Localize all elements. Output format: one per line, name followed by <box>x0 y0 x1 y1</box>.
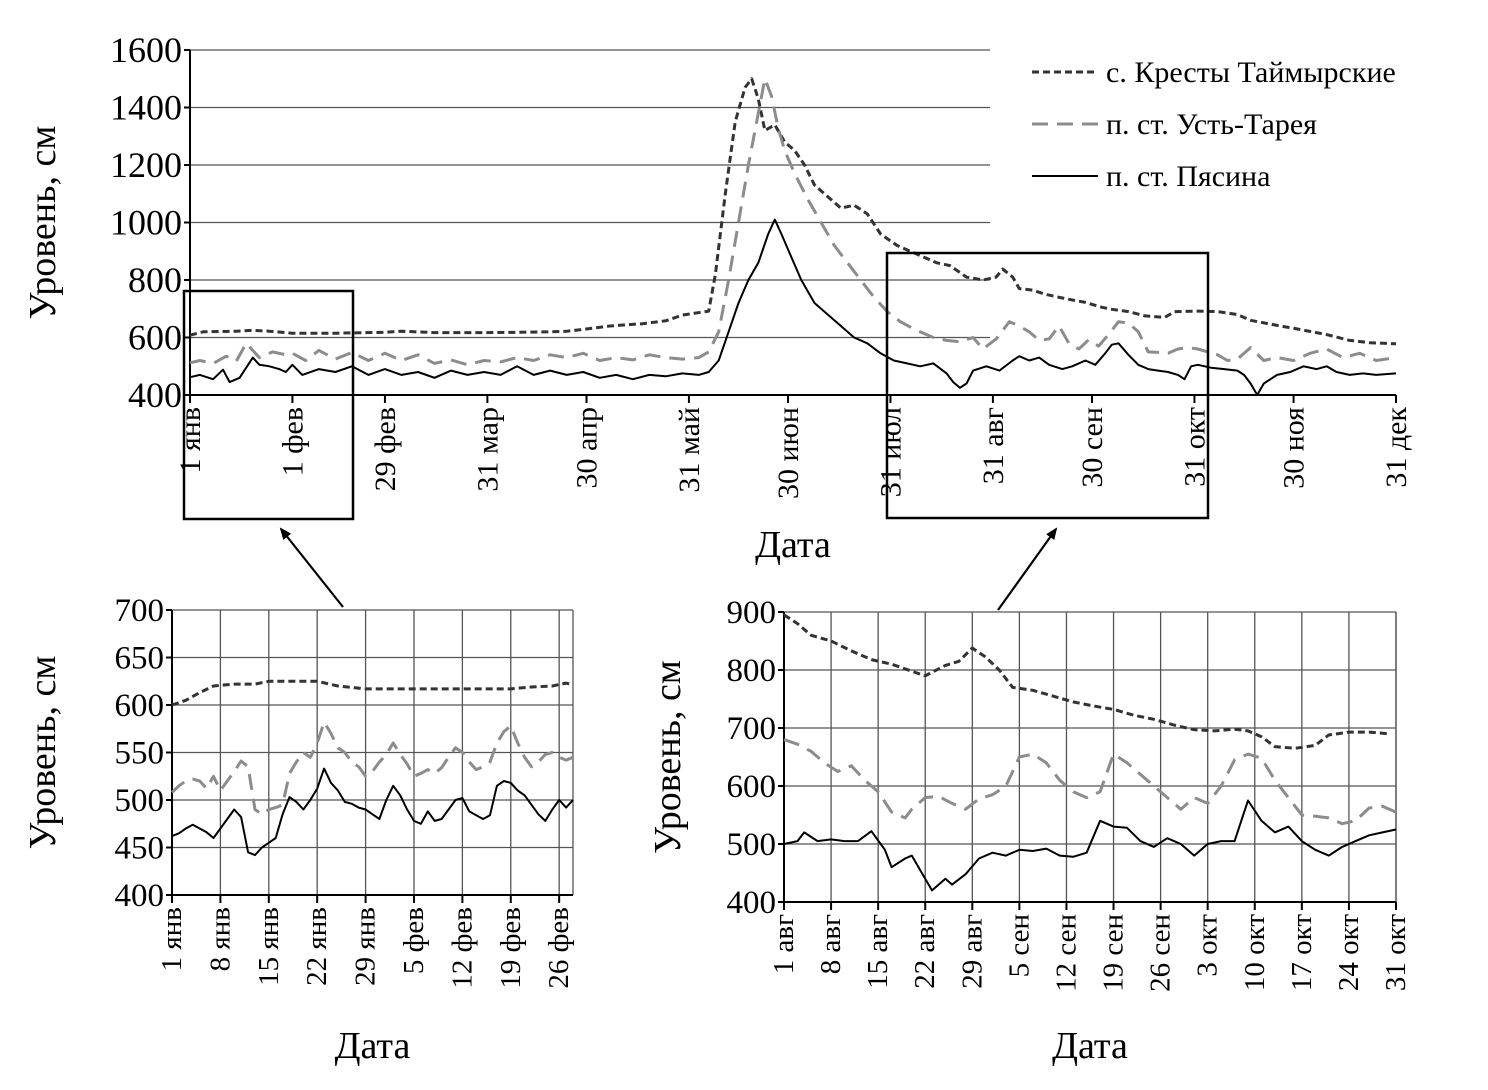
x-tick-label-4: 29 авг <box>956 914 988 989</box>
x-tick-label-4: 29 янв <box>350 907 382 986</box>
zoom-arrow-right <box>997 527 1058 611</box>
x-tick-label-8: 26 фев <box>543 907 575 989</box>
x-tick-label-1: 8 янв <box>204 907 236 971</box>
x-tick-label-10: 31 окт <box>1178 407 1211 487</box>
x-tick-label-7: 31 июл <box>874 407 907 497</box>
inset-chart-aug-oct: 400 500 600 700 800 900 1 авг 8 авг 15 авг 22 авг… <box>647 595 1412 1067</box>
zoom-arrow-left <box>279 527 344 608</box>
y-tick-label-400: 400 <box>128 375 182 415</box>
x-tick-label-8: 26 сен <box>1145 914 1177 992</box>
y-tick-label-1600: 1600 <box>110 30 182 70</box>
x-axis-title: Дата <box>755 524 831 566</box>
y-tick-label-1400: 1400 <box>110 88 182 128</box>
y-tick-label-800: 800 <box>727 653 777 689</box>
x-tick-label-0: 1 янв <box>174 407 207 474</box>
y-tick-label-600: 600 <box>727 769 777 805</box>
x-tick-label-8: 31 авг <box>977 407 1010 484</box>
x-tick-label-3: 22 авг <box>909 914 941 989</box>
y-tick-label-500: 500 <box>115 783 165 819</box>
y-tick-label-600: 600 <box>128 318 182 358</box>
y-tick-label-450: 450 <box>115 831 165 867</box>
y-tick-label-700: 700 <box>115 593 165 629</box>
series-line-1 <box>783 738 1397 826</box>
x-tick-label-0: 1 авг <box>768 914 800 974</box>
x-tick-label-9: 30 сен <box>1076 407 1109 488</box>
x-tick-label-11: 30 ноя <box>1278 407 1311 489</box>
series-line-1 <box>189 77 1397 367</box>
x-axis-title: Дата <box>335 1025 411 1067</box>
legend-label-1: п. ст. Усть-Тарея <box>1106 108 1317 141</box>
x-tick-label-7: 19 фев <box>495 907 527 989</box>
x-tick-label-1: 8 авг <box>815 914 847 974</box>
x-tick-label-3: 31 мар <box>471 407 504 492</box>
legend: с. Кресты Таймырские п. ст. Усть-Тарея п. … <box>1032 56 1396 193</box>
x-tick-label-6: 12 сен <box>1050 914 1082 992</box>
x-tick-label-2: 15 янв <box>253 907 285 986</box>
series-line-1 <box>170 720 574 816</box>
y-tick-label-700: 700 <box>727 711 777 747</box>
main-chart: 400 600 800 1000 1200 1400 1600 1 янв 1 фев 29 фе… <box>22 30 1413 566</box>
x-tick-label-12: 31 дек <box>1380 407 1413 488</box>
x-tick-label-3: 22 янв <box>301 907 333 986</box>
y-tick-label-1200: 1200 <box>110 145 182 185</box>
legend-label-2: п. ст. Пясина <box>1106 160 1270 193</box>
x-tick-label-7: 19 сен <box>1098 914 1130 992</box>
x-tick-label-6: 30 июн <box>772 407 805 499</box>
zoom-box-aug-oct <box>885 251 1210 520</box>
series-line-0 <box>171 679 574 707</box>
y-tick-label-550: 550 <box>115 736 165 772</box>
x-tick-label-13: 31 окт <box>1380 914 1412 991</box>
y-axis-title: Уровень, см <box>22 656 64 850</box>
y-tick-label-800: 800 <box>128 260 182 300</box>
y-tick-label-400: 400 <box>727 885 777 921</box>
x-tick-label-12: 24 окт <box>1333 914 1365 991</box>
x-tick-label-1: 1 фев <box>276 407 309 476</box>
y-tick-label-1000: 1000 <box>110 203 182 243</box>
x-axis-title: Дата <box>1052 1025 1128 1067</box>
y-tick-label-650: 650 <box>115 641 165 677</box>
y-tick-label-500: 500 <box>727 827 777 863</box>
x-tick-label-5: 31 май <box>673 407 706 493</box>
series-line-2 <box>783 799 1397 892</box>
y-tick-label-400: 400 <box>115 878 165 914</box>
x-tick-label-2: 15 авг <box>862 914 894 989</box>
x-tick-label-4: 30 апр <box>570 407 603 488</box>
inset-chart-jan-feb: 400 450 500 550 600 650 700 1 янв 8 янв 15 янв 22 … <box>22 593 575 1067</box>
legend-label-0: с. Кресты Таймырские <box>1106 56 1396 89</box>
x-tick-label-9: 3 окт <box>1192 914 1224 977</box>
x-tick-label-5: 5 сен <box>1003 914 1035 977</box>
zoom-box-jan-feb <box>182 289 355 521</box>
y-tick-label-600: 600 <box>115 688 165 724</box>
series-line-2 <box>189 218 1397 396</box>
zoom-callouts <box>182 251 1210 611</box>
x-tick-label-2: 29 фев <box>369 407 402 491</box>
x-tick-label-0: 1 янв <box>156 907 188 971</box>
x-tick-label-5: 5 фев <box>398 907 430 974</box>
y-tick-label-900: 900 <box>727 595 777 631</box>
series-line-0 <box>783 613 1390 750</box>
y-axis-title: Уровень, см <box>647 660 689 854</box>
y-axis-title: Уровень, см <box>22 126 64 320</box>
series-line-2 <box>171 767 574 857</box>
x-tick-label-11: 17 окт <box>1286 914 1318 991</box>
x-tick-label-10: 10 окт <box>1239 914 1271 991</box>
x-tick-label-6: 12 фев <box>446 907 478 989</box>
